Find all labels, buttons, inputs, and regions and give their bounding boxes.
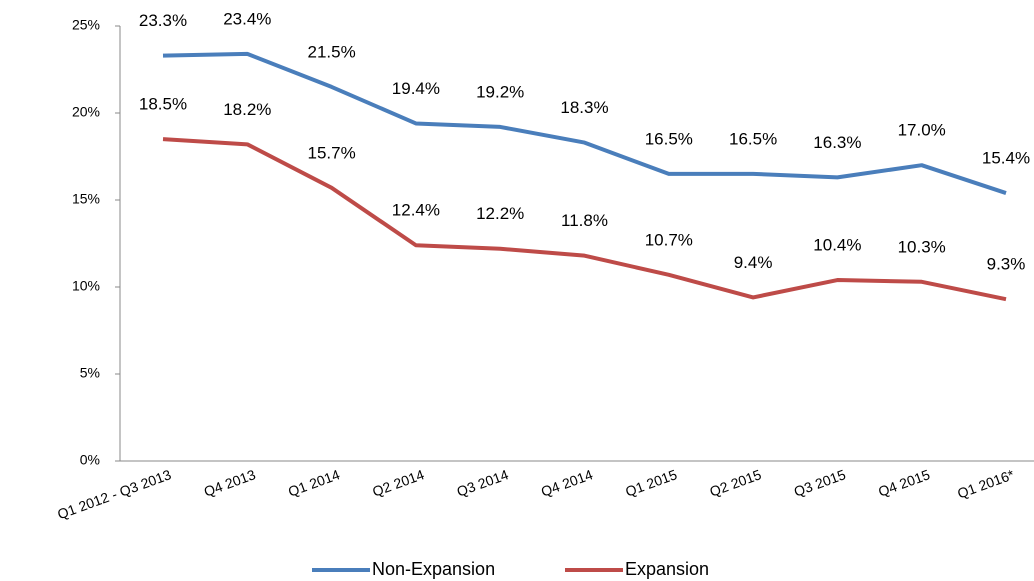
x-tick-label: Q4 2015 <box>876 466 932 499</box>
data-label: 16.5% <box>645 129 693 148</box>
data-label: 9.3% <box>987 255 1026 274</box>
y-tick-label: 10% <box>72 278 100 294</box>
data-label: 10.3% <box>898 237 946 256</box>
x-tick-label: Q2 2015 <box>707 466 763 499</box>
x-tick-label: Q1 2012 - Q3 2013 <box>55 466 173 522</box>
data-label: 12.2% <box>476 204 524 223</box>
x-tick-label: Q3 2015 <box>792 466 848 499</box>
data-label: 17.0% <box>898 121 946 140</box>
data-label: 9.4% <box>734 253 773 272</box>
data-label: 19.4% <box>392 79 440 98</box>
data-label: 12.4% <box>392 201 440 220</box>
y-tick-label: 0% <box>80 452 100 468</box>
series-line <box>162 137 1007 302</box>
y-tick-label: 25% <box>72 17 100 33</box>
data-label: 16.3% <box>813 133 861 152</box>
legend-label: Non-Expansion <box>372 559 495 579</box>
y-tick-label: 15% <box>72 191 100 207</box>
x-tick-label: Q2 2014 <box>370 466 426 499</box>
data-label: 16.5% <box>729 129 777 148</box>
data-label: 21.5% <box>307 42 355 61</box>
y-tick-label: 20% <box>72 104 100 120</box>
data-label: 18.3% <box>560 98 608 117</box>
x-tick-label: Q3 2014 <box>455 466 511 499</box>
data-label: 15.4% <box>982 149 1030 168</box>
data-label: 18.2% <box>223 100 271 119</box>
data-label: 10.4% <box>813 236 861 255</box>
series-line <box>162 51 1007 195</box>
data-label: 11.8% <box>561 211 608 230</box>
data-label: 10.7% <box>645 230 693 249</box>
data-label: 15.7% <box>307 143 355 162</box>
data-label: 19.2% <box>476 82 524 101</box>
data-label: 18.5% <box>139 95 187 114</box>
data-label: 23.4% <box>223 9 271 28</box>
y-tick-label: 5% <box>80 365 100 381</box>
x-tick-label: Q1 2015 <box>623 466 679 499</box>
data-label: 23.3% <box>139 11 187 30</box>
x-tick-label: Q4 2014 <box>539 466 595 499</box>
legend-label: Expansion <box>625 559 709 579</box>
x-tick-label: Q1 2016* <box>955 466 1017 501</box>
x-tick-label: Q1 2014 <box>286 466 342 499</box>
x-tick-label: Q4 2013 <box>202 466 258 499</box>
